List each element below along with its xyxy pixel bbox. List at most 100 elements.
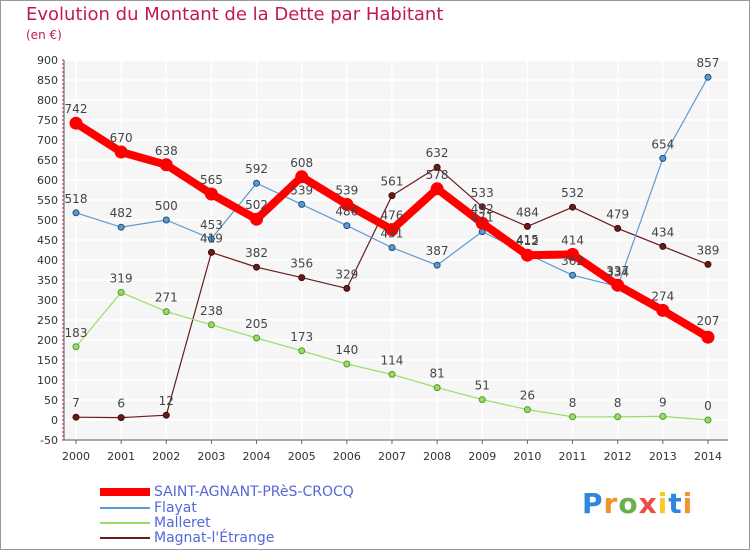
chart-title: Evolution du Montant de la Dette par Hab… xyxy=(26,4,444,25)
data-point-flayat xyxy=(388,244,396,252)
legend-item-malleret: Malleret xyxy=(100,515,211,531)
y-tick-label: 200 xyxy=(37,334,58,347)
data-label-saint-agnant: 565 xyxy=(200,173,223,187)
data-point-malleret xyxy=(704,416,712,424)
data-point-flayat xyxy=(704,73,712,81)
data-label-magnat: 561 xyxy=(381,175,404,189)
y-tick-label: 500 xyxy=(37,214,58,227)
legend-swatch-malleret xyxy=(100,522,150,524)
data-point-malleret xyxy=(253,334,261,342)
data-point-magnat xyxy=(659,242,667,250)
y-tick-label: 650 xyxy=(37,154,58,167)
x-tick-label: 2007 xyxy=(378,450,406,463)
data-label-magnat: 533 xyxy=(471,186,494,200)
legend-label-magnat: Magnat-l'Étrange xyxy=(154,530,275,546)
data-point-saint-agnant xyxy=(430,182,444,196)
data-label-flayat: 486 xyxy=(335,205,358,219)
legend-label-saint-agnant: SAINT-AGNANT-PRèS-CROCQ xyxy=(154,484,354,500)
x-tick-label: 2001 xyxy=(107,450,135,463)
data-label-saint-agnant: 412 xyxy=(516,234,539,248)
data-label-saint-agnant: 414 xyxy=(561,233,584,247)
y-tick-label: 900 xyxy=(37,54,58,67)
data-point-magnat xyxy=(388,192,396,200)
data-label-malleret: 319 xyxy=(110,271,133,285)
data-label-flayat: 857 xyxy=(697,56,720,70)
data-point-saint-agnant xyxy=(295,170,309,184)
data-label-magnat: 389 xyxy=(697,243,720,257)
data-point-saint-agnant xyxy=(566,247,580,261)
data-point-malleret xyxy=(523,406,531,414)
data-point-saint-agnant xyxy=(520,248,534,262)
y-tick-label: 700 xyxy=(37,134,58,147)
data-point-magnat xyxy=(433,163,441,171)
data-point-malleret xyxy=(207,321,215,329)
y-tick-label: 550 xyxy=(37,194,58,207)
data-label-flayat: 654 xyxy=(651,137,674,151)
y-tick-label: 150 xyxy=(37,354,58,367)
y-tick-label: -50 xyxy=(40,434,58,447)
legend-label-flayat: Flayat xyxy=(154,500,197,516)
y-tick-label: 850 xyxy=(37,74,58,87)
data-label-malleret: 140 xyxy=(335,343,358,357)
data-label-flayat: 334 xyxy=(606,265,629,279)
data-label-saint-agnant: 274 xyxy=(651,289,674,303)
data-label-flayat: 500 xyxy=(155,199,178,213)
y-tick-label: 300 xyxy=(37,294,58,307)
data-point-magnat xyxy=(253,263,261,271)
data-label-saint-agnant: 476 xyxy=(381,209,404,223)
legend-swatch-flayat xyxy=(100,507,150,509)
x-tick-label: 2013 xyxy=(649,450,677,463)
data-label-magnat: 6 xyxy=(117,397,125,411)
data-point-magnat xyxy=(117,414,125,422)
chart-unit-label: (en €) xyxy=(26,28,62,42)
data-label-saint-agnant: 492 xyxy=(471,202,494,216)
data-point-saint-agnant xyxy=(250,212,264,226)
data-label-flayat: 539 xyxy=(290,183,313,197)
data-label-magnat: 329 xyxy=(335,267,358,281)
data-point-magnat xyxy=(72,413,80,421)
data-label-flayat: 362 xyxy=(561,254,584,268)
data-point-saint-agnant xyxy=(340,197,354,211)
logo-letter: o xyxy=(618,487,639,520)
legend-label-malleret: Malleret xyxy=(154,515,211,531)
data-label-magnat: 532 xyxy=(561,186,584,200)
data-point-saint-agnant xyxy=(701,330,715,344)
data-label-magnat: 484 xyxy=(516,205,539,219)
data-point-flayat xyxy=(117,223,125,231)
data-label-flayat: 592 xyxy=(245,162,268,176)
data-point-saint-agnant xyxy=(611,278,625,292)
logo-letter: i xyxy=(682,487,694,520)
data-label-malleret: 9 xyxy=(659,395,667,409)
data-point-magnat xyxy=(704,260,712,268)
data-point-flayat xyxy=(162,216,170,224)
y-tick-label: 400 xyxy=(37,254,58,267)
legend-item-saint-agnant: SAINT-AGNANT-PRèS-CROCQ xyxy=(100,484,354,500)
x-tick-label: 2009 xyxy=(468,450,496,463)
data-label-magnat: 632 xyxy=(426,146,449,160)
data-label-magnat: 419 xyxy=(200,231,223,245)
y-tick-label: 750 xyxy=(37,114,58,127)
data-point-magnat xyxy=(343,284,351,292)
data-label-flayat: 471 xyxy=(471,211,494,225)
data-label-flayat: 387 xyxy=(426,244,449,258)
data-label-flayat: 453 xyxy=(200,218,223,232)
data-point-flayat xyxy=(72,209,80,217)
data-label-malleret: 81 xyxy=(429,367,444,381)
data-point-flayat xyxy=(569,271,577,279)
x-tick-label: 2011 xyxy=(559,450,587,463)
data-point-magnat xyxy=(523,222,531,230)
data-point-malleret xyxy=(298,347,306,355)
data-point-magnat xyxy=(569,203,577,211)
logo-letter: x xyxy=(638,487,658,520)
data-label-magnat: 434 xyxy=(651,225,674,239)
x-tick-label: 2002 xyxy=(152,450,180,463)
x-tick-label: 2006 xyxy=(333,450,361,463)
data-label-malleret: 271 xyxy=(155,291,178,305)
y-tick-label: 0 xyxy=(51,414,58,427)
data-point-malleret xyxy=(569,413,577,421)
plot-area xyxy=(64,60,728,440)
data-point-malleret xyxy=(614,413,622,421)
x-tick-label: 2005 xyxy=(288,450,316,463)
logo-letter: r xyxy=(603,487,619,520)
data-point-flayat xyxy=(298,200,306,208)
